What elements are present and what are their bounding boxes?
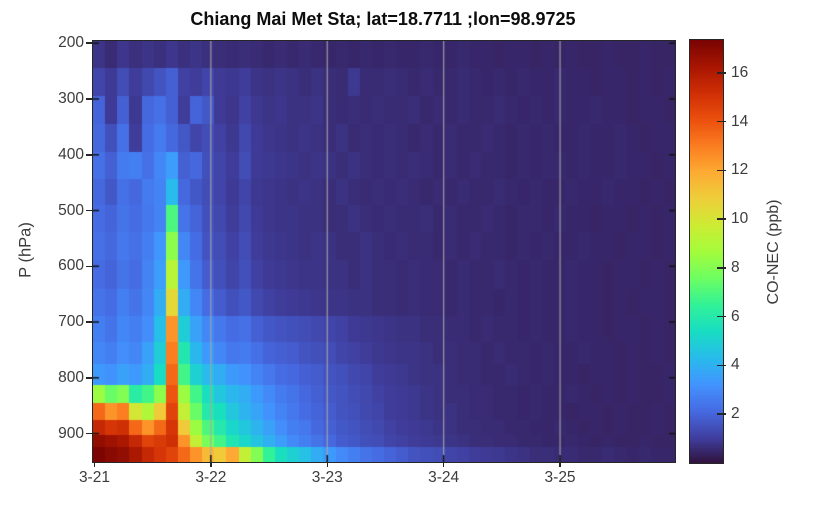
y-tick-label: 500 — [58, 201, 84, 219]
x-tick-label: 3-23 — [311, 469, 343, 486]
x-tick-label: 3-25 — [544, 469, 576, 486]
heatmap-canvas — [93, 41, 675, 462]
colorbar-tick-mark — [717, 218, 726, 220]
y-tick-label: 600 — [58, 257, 84, 275]
y-tick-label: 300 — [58, 89, 84, 107]
y-tick-mark — [86, 432, 92, 435]
y-axis-label: P (hPa) — [16, 222, 35, 278]
y-tick-mark — [86, 209, 92, 212]
colorbar-tick-mark — [717, 267, 726, 269]
chart-title: Chiang Mai Met Sta; lat=18.7711 ;lon=98.… — [190, 9, 576, 29]
y-tick-mark — [86, 98, 92, 100]
y-tick-label: 200 — [58, 34, 84, 52]
colorbar-tick-mark — [717, 72, 726, 74]
y-tick-label: 400 — [58, 145, 84, 163]
colorbar-tick-label: 4 — [731, 356, 740, 374]
colorbar-tick-mark — [717, 169, 726, 172]
x-tick-label: 3-24 — [428, 469, 460, 486]
colorbar-tick-mark — [717, 413, 726, 415]
colorbar-tick-label: 14 — [731, 112, 749, 130]
x-tick-mark — [210, 462, 212, 467]
y-tick-label: 700 — [58, 313, 84, 331]
x-tick-mark — [559, 462, 561, 467]
colorbar-label: CO-NEC (ppb) — [765, 199, 782, 305]
colorbar-tick-mark — [717, 315, 726, 318]
y-tick-mark — [86, 321, 92, 323]
colorbar — [689, 39, 724, 464]
colorbar-canvas — [690, 40, 723, 463]
colorbar-tick-label: 10 — [731, 210, 749, 228]
x-tick-mark — [442, 462, 445, 467]
colorbar-tick-label: 12 — [731, 161, 749, 179]
x-tick-label: 3-22 — [195, 469, 227, 486]
plot-area — [92, 40, 676, 463]
y-tick-mark — [86, 42, 92, 44]
x-tick-mark — [326, 462, 328, 467]
colorbar-tick-label: 16 — [731, 63, 749, 81]
y-tick-mark — [86, 377, 92, 379]
colorbar-tick-mark — [717, 364, 726, 367]
colorbar-tick-mark — [717, 120, 726, 123]
y-tick-label: 900 — [58, 424, 84, 442]
y-tick-mark — [86, 154, 92, 156]
y-tick-label: 800 — [58, 368, 84, 386]
x-tick-label: 3-21 — [78, 469, 110, 486]
colorbar-tick-label: 8 — [731, 258, 740, 276]
x-tick-mark — [93, 462, 96, 467]
y-tick-mark — [86, 265, 92, 268]
colorbar-tick-label: 2 — [731, 405, 740, 423]
colorbar-tick-label: 6 — [731, 307, 740, 325]
